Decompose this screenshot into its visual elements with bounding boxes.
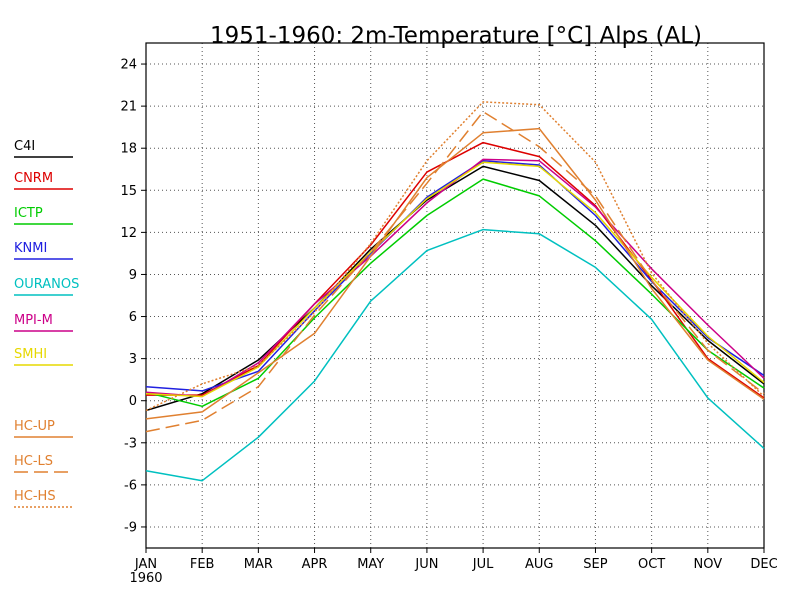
x-tick-label: SEP <box>583 557 607 572</box>
y-tick-label: 6 <box>129 310 137 325</box>
series-line-cnrm <box>146 141 765 399</box>
x-tick-label: JAN <box>134 557 157 572</box>
series-line-hc-up <box>145 127 765 420</box>
legend-label-c4i: C4I <box>14 139 35 154</box>
x-tick-label: DEC <box>750 557 777 572</box>
y-tick-label: -9 <box>124 520 137 535</box>
x-tick-label: NOV <box>694 557 723 572</box>
y-tick-label: 12 <box>120 226 137 241</box>
y-tick-label: -6 <box>124 478 137 493</box>
legend-label-hc-hs: HC-HS <box>14 489 56 504</box>
series-line-ouranos <box>145 228 765 482</box>
y-tick-label: 3 <box>129 352 137 367</box>
series-line-ictp <box>145 178 765 408</box>
y-axis: -9 -6 -3 0 3 6 9 12 15 18 21 24 <box>120 58 146 535</box>
chart-title: 1951-1960: 2m-Temperature [°C] Alps (AL) <box>210 23 702 49</box>
series-lines <box>145 101 765 482</box>
x-tick-label: APR <box>302 557 328 572</box>
grid-lines <box>146 43 764 548</box>
x-tick-label: OCT <box>638 557 665 572</box>
x-tick-label: MAY <box>357 557 384 572</box>
x-tick-label: JUL <box>472 557 494 572</box>
x-tick-label: FEB <box>190 557 215 572</box>
legend-label-mpi-m: MPI-M <box>14 313 53 328</box>
x-year-label: 1960 <box>129 571 162 586</box>
y-tick-label: -3 <box>124 436 137 451</box>
x-axis: 1960 JAN FEB MAR APR MAY JUN JUL AUG SEP OCT NOV DE… <box>129 548 778 586</box>
y-tick-label: 15 <box>120 184 137 199</box>
y-tick-label: 21 <box>120 100 137 115</box>
series-line-mpi-m <box>145 158 765 398</box>
plot-frame <box>145 42 765 549</box>
legend: C4I CNRM ICTP KNMI OURANOS MPI-M SMHI HC-UP HC-L… <box>14 139 79 508</box>
legend-label-ouranos: OURANOS <box>14 277 79 292</box>
legend-label-hc-up: HC-UP <box>14 419 55 434</box>
legend-label-smhi: SMHI <box>14 347 47 362</box>
legend-label-cnrm: CNRM <box>14 171 53 186</box>
legend-label-knmi: KNMI <box>14 241 47 256</box>
y-tick-label: 18 <box>120 142 137 157</box>
series-line-knmi <box>145 160 765 392</box>
series-line-c4i <box>145 165 765 412</box>
x-tick-label: JUN <box>414 557 438 572</box>
legend-label-hc-ls: HC-LS <box>14 454 53 469</box>
series-line-hc-ls <box>145 110 765 433</box>
y-tick-label: 0 <box>129 394 137 409</box>
series-line-smhi <box>145 161 765 398</box>
y-tick-label: 24 <box>120 58 137 73</box>
x-tick-label: AUG <box>525 557 553 572</box>
series-line-hc-hs <box>145 101 765 412</box>
y-tick-label: 9 <box>129 268 137 283</box>
x-tick-label: MAR <box>244 557 273 572</box>
legend-label-ictp: ICTP <box>14 206 43 221</box>
